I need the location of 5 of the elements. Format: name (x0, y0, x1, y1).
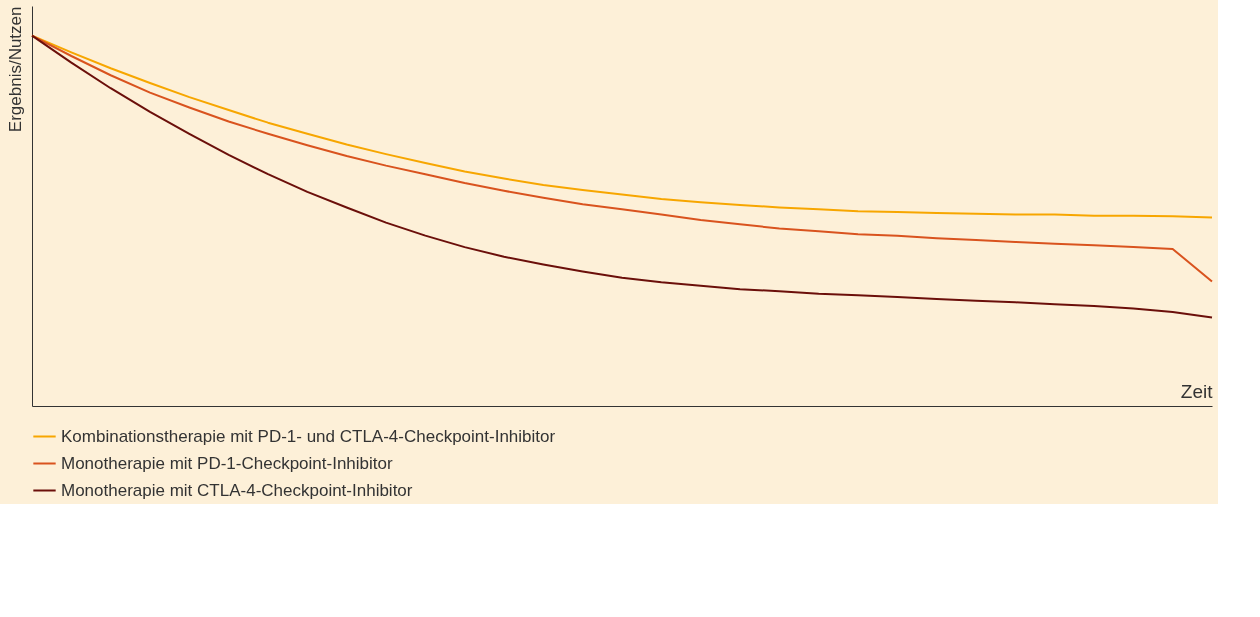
legend-label: Monotherapie mit CTLA-4-Checkpoint-Inhibitor (61, 480, 413, 500)
legend-label: Kombinationstherapie mit PD-1- und CTLA-4-Checkpoint-Inhibitor (61, 426, 556, 446)
y-axis-title: Ergebnis/Nutzen (5, 6, 25, 133)
legend-label: Monotherapie mit PD-1-Checkpoint-Inhibitor (61, 453, 393, 473)
x-axis-title: Zeit (1180, 380, 1214, 402)
